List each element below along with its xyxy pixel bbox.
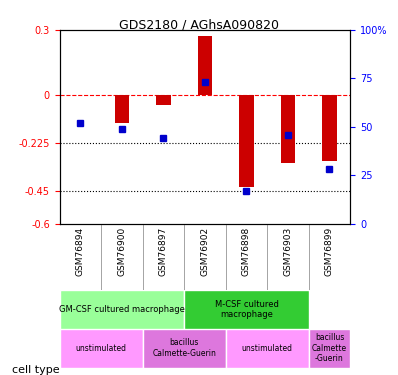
- Bar: [60, 290, 184, 329]
- Bar: [281, 94, 295, 164]
- Bar: [322, 94, 337, 161]
- Text: GDS2180 / AGhsA090820: GDS2180 / AGhsA090820: [119, 19, 279, 32]
- Text: unstimulated: unstimulated: [242, 344, 293, 352]
- Bar: [184, 290, 309, 329]
- Text: GSM76894: GSM76894: [76, 227, 85, 276]
- Text: unstimulated: unstimulated: [76, 344, 127, 352]
- Text: bacillus
Calmette-Guerin: bacillus Calmette-Guerin: [152, 338, 216, 358]
- Text: GSM76898: GSM76898: [242, 227, 251, 276]
- Bar: [60, 329, 143, 368]
- Text: GSM76899: GSM76899: [325, 227, 334, 276]
- Bar: [309, 329, 350, 368]
- Text: GSM76903: GSM76903: [283, 227, 293, 276]
- Text: M-CSF cultured
macrophage: M-CSF cultured macrophage: [215, 300, 279, 319]
- Bar: [115, 94, 129, 123]
- Text: cell type: cell type: [12, 365, 60, 375]
- Bar: [198, 36, 212, 94]
- Bar: [156, 94, 171, 105]
- Text: GSM76900: GSM76900: [117, 227, 127, 276]
- Text: GM-CSF cultured macrophage: GM-CSF cultured macrophage: [59, 305, 185, 314]
- Bar: [226, 329, 309, 368]
- Bar: [239, 94, 254, 187]
- Text: bacillus
Calmette
-Guerin: bacillus Calmette -Guerin: [312, 333, 347, 363]
- Bar: [143, 329, 226, 368]
- Text: GSM76897: GSM76897: [159, 227, 168, 276]
- Text: GSM76902: GSM76902: [201, 227, 209, 276]
